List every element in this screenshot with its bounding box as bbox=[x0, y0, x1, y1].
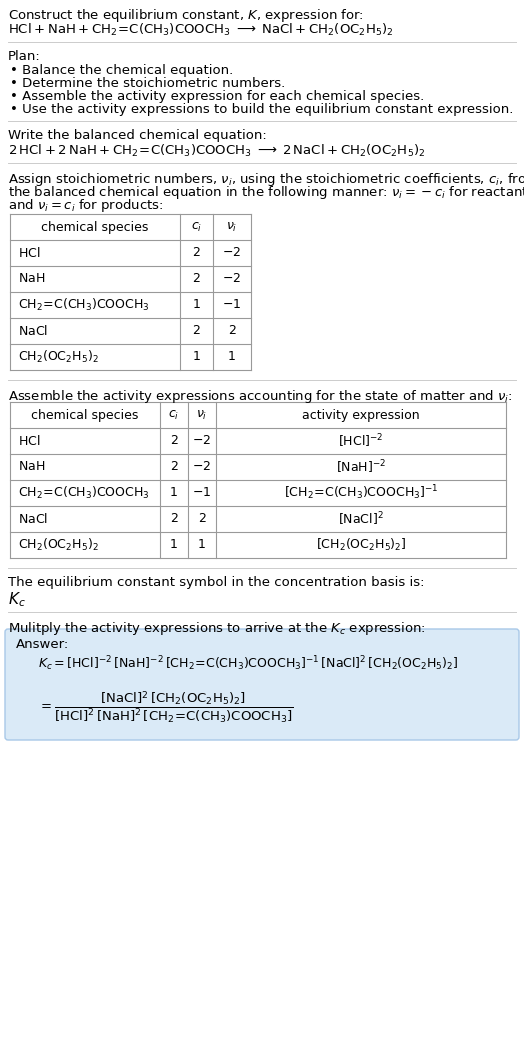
Text: Assign stoichiometric numbers, $\nu_i$, using the stoichiometric coefficients, $: Assign stoichiometric numbers, $\nu_i$, … bbox=[8, 171, 524, 188]
Text: $-2$: $-2$ bbox=[192, 460, 212, 474]
Text: $\mathrm{HCl}$: $\mathrm{HCl}$ bbox=[18, 435, 40, 448]
Text: $= \dfrac{[\mathrm{NaCl}]^2\,[\mathrm{CH_2(OC_2H_5)_2}]}{[\mathrm{HCl}]^2\,[\mat: $= \dfrac{[\mathrm{NaCl}]^2\,[\mathrm{CH… bbox=[38, 690, 293, 726]
Text: 1: 1 bbox=[170, 538, 178, 552]
Text: $[\mathrm{CH_2\!=\!C(CH_3)COOCH_3}]^{-1}$: $[\mathrm{CH_2\!=\!C(CH_3)COOCH_3}]^{-1}… bbox=[283, 483, 438, 502]
Text: Write the balanced chemical equation:: Write the balanced chemical equation: bbox=[8, 129, 267, 142]
Text: The equilibrium constant symbol in the concentration basis is:: The equilibrium constant symbol in the c… bbox=[8, 576, 424, 589]
Text: $\mathrm{CH_2(OC_2H_5)_2}$: $\mathrm{CH_2(OC_2H_5)_2}$ bbox=[18, 348, 99, 365]
Text: $\mathrm{2\,HCl + 2\,NaH + CH_2\!=\!C(CH_3)COOCH_3 \;\longrightarrow\; 2\,NaCl +: $\mathrm{2\,HCl + 2\,NaH + CH_2\!=\!C(CH… bbox=[8, 143, 425, 159]
Text: $\mathrm{CH_2(OC_2H_5)_2}$: $\mathrm{CH_2(OC_2H_5)_2}$ bbox=[18, 537, 99, 553]
Text: $-2$: $-2$ bbox=[223, 273, 242, 285]
Text: 1: 1 bbox=[192, 351, 201, 364]
Text: $\mathrm{NaH}$: $\mathrm{NaH}$ bbox=[18, 460, 45, 474]
Text: $\mathrm{HCl + NaH + CH_2\!=\!C(CH_3)COOCH_3 \;\longrightarrow\; NaCl + CH_2(OC_: $\mathrm{HCl + NaH + CH_2\!=\!C(CH_3)COO… bbox=[8, 22, 394, 38]
Text: $[\mathrm{NaCl}]^2$: $[\mathrm{NaCl}]^2$ bbox=[338, 510, 384, 528]
Text: 1: 1 bbox=[198, 538, 206, 552]
Text: 2: 2 bbox=[170, 460, 178, 474]
Text: Construct the equilibrium constant, $K$, expression for:: Construct the equilibrium constant, $K$,… bbox=[8, 7, 364, 24]
Text: $c_i$: $c_i$ bbox=[168, 409, 180, 422]
Text: • Assemble the activity expression for each chemical species.: • Assemble the activity expression for e… bbox=[10, 90, 424, 103]
Text: $-1$: $-1$ bbox=[192, 486, 212, 500]
Text: 1: 1 bbox=[170, 486, 178, 500]
Text: $\nu_i$: $\nu_i$ bbox=[226, 221, 238, 233]
Text: 2: 2 bbox=[192, 273, 201, 285]
Text: $-2$: $-2$ bbox=[192, 435, 212, 448]
Text: 2: 2 bbox=[228, 325, 236, 337]
Text: Mulitply the activity expressions to arrive at the $K_c$ expression:: Mulitply the activity expressions to arr… bbox=[8, 620, 426, 637]
Text: • Use the activity expressions to build the equilibrium constant expression.: • Use the activity expressions to build … bbox=[10, 103, 514, 116]
Text: $\mathrm{CH_2\!=\!C(CH_3)COOCH_3}$: $\mathrm{CH_2\!=\!C(CH_3)COOCH_3}$ bbox=[18, 485, 150, 501]
Text: $[\mathrm{CH_2(OC_2H_5)_2}]$: $[\mathrm{CH_2(OC_2H_5)_2}]$ bbox=[315, 537, 406, 553]
Text: the balanced chemical equation in the following manner: $\nu_i = -c_i$ for react: the balanced chemical equation in the fo… bbox=[8, 184, 524, 201]
Text: $\mathrm{HCl}$: $\mathrm{HCl}$ bbox=[18, 246, 40, 260]
Text: 2: 2 bbox=[192, 325, 201, 337]
Text: 1: 1 bbox=[192, 299, 201, 311]
Text: $[\mathrm{HCl}]^{-2}$: $[\mathrm{HCl}]^{-2}$ bbox=[339, 432, 384, 450]
Text: $\mathrm{NaCl}$: $\mathrm{NaCl}$ bbox=[18, 512, 48, 526]
Text: $-1$: $-1$ bbox=[222, 299, 242, 311]
Text: activity expression: activity expression bbox=[302, 409, 420, 421]
Text: $\mathrm{CH_2\!=\!C(CH_3)COOCH_3}$: $\mathrm{CH_2\!=\!C(CH_3)COOCH_3}$ bbox=[18, 297, 150, 313]
Text: $c_i$: $c_i$ bbox=[191, 221, 202, 233]
Text: Assemble the activity expressions accounting for the state of matter and $\nu_i$: Assemble the activity expressions accoun… bbox=[8, 388, 512, 405]
Text: Answer:: Answer: bbox=[16, 638, 69, 651]
Text: $K_c = [\mathrm{HCl}]^{-2}\,[\mathrm{NaH}]^{-2}\,[\mathrm{CH_2\!=\!C(CH_3)COOCH_: $K_c = [\mathrm{HCl}]^{-2}\,[\mathrm{NaH… bbox=[38, 654, 459, 673]
FancyBboxPatch shape bbox=[5, 629, 519, 740]
Text: 1: 1 bbox=[228, 351, 236, 364]
Text: chemical species: chemical species bbox=[41, 221, 149, 233]
Text: and $\nu_i = c_i$ for products:: and $\nu_i = c_i$ for products: bbox=[8, 197, 163, 214]
Text: $-2$: $-2$ bbox=[223, 247, 242, 259]
Text: 2: 2 bbox=[192, 247, 201, 259]
Text: Plan:: Plan: bbox=[8, 50, 41, 63]
Text: 2: 2 bbox=[170, 435, 178, 448]
Text: $\mathrm{NaCl}$: $\mathrm{NaCl}$ bbox=[18, 324, 48, 338]
Text: $\mathrm{NaH}$: $\mathrm{NaH}$ bbox=[18, 273, 45, 285]
Text: 2: 2 bbox=[170, 512, 178, 526]
Text: $K_c$: $K_c$ bbox=[8, 590, 26, 609]
Text: $[\mathrm{NaH}]^{-2}$: $[\mathrm{NaH}]^{-2}$ bbox=[336, 458, 386, 476]
Text: • Balance the chemical equation.: • Balance the chemical equation. bbox=[10, 64, 233, 77]
Text: $\nu_i$: $\nu_i$ bbox=[196, 409, 208, 422]
Text: • Determine the stoichiometric numbers.: • Determine the stoichiometric numbers. bbox=[10, 77, 285, 90]
Text: 2: 2 bbox=[198, 512, 206, 526]
Text: chemical species: chemical species bbox=[31, 409, 139, 421]
